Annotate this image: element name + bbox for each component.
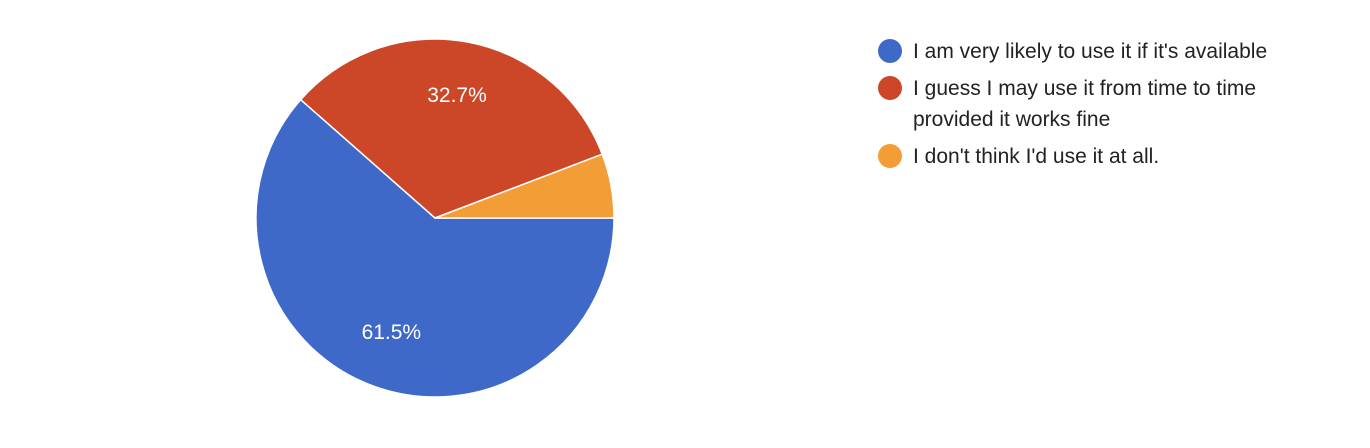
pie-slice-1 xyxy=(255,98,615,398)
legend-swatch-3 xyxy=(878,144,902,168)
legend-label-2: I guess I may use it from time to time pr… xyxy=(913,73,1256,135)
legend-label-3: I don't think I'd use it at all. xyxy=(913,141,1159,172)
legend-label-line: I am very likely to use it if it's avail… xyxy=(913,40,1268,63)
legend-item-2: I guess I may use it from time to time pr… xyxy=(878,73,1348,135)
legend-item-3: I don't think I'd use it at all. xyxy=(878,141,1348,172)
pie-slice-3 xyxy=(434,153,615,219)
legend-label-line: provided it works fine xyxy=(913,108,1111,131)
legend-swatch-2 xyxy=(878,76,902,100)
legend-item-1: I am very likely to use it if it's avail… xyxy=(878,36,1348,67)
pie-slices xyxy=(255,38,615,398)
pie-data-labels: 61.5% 32.7% xyxy=(362,84,487,344)
legend: I am very likely to use it if it's avail… xyxy=(878,36,1348,178)
legend-label-1: I am very likely to use it if it's avail… xyxy=(913,36,1267,67)
legend-swatch-1 xyxy=(878,39,902,63)
pie-slice-2 xyxy=(299,38,604,219)
legend-label-line: I guess I may use it from time to time xyxy=(913,77,1257,100)
data-label-2: 32.7% xyxy=(427,84,487,107)
legend-label-line: I don't think I'd use it at all. xyxy=(913,145,1160,168)
data-label-1: 61.5% xyxy=(362,321,422,344)
